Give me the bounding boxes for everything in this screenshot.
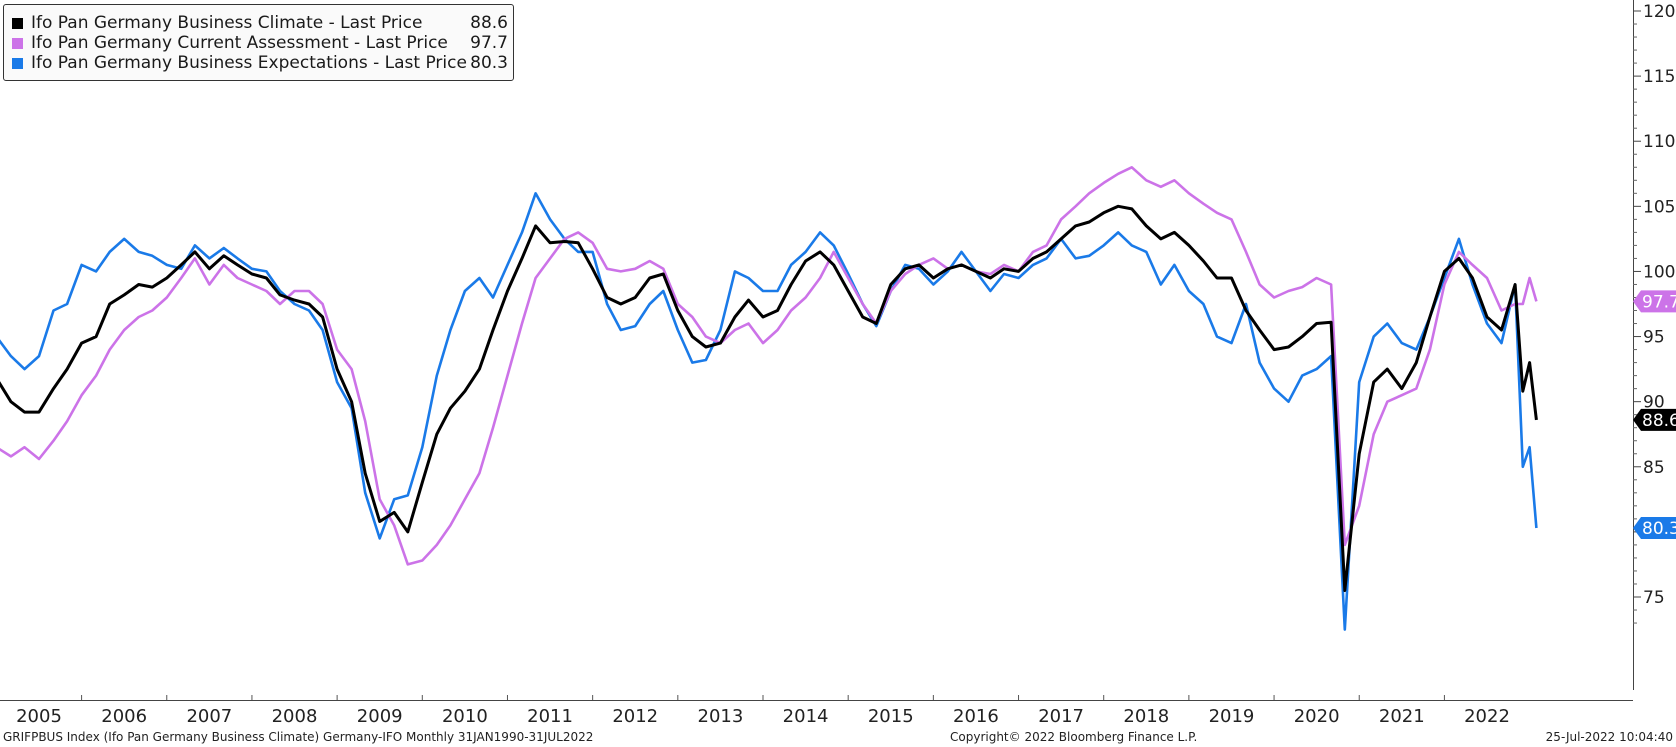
footer-timestamp: 25-Jul-2022 10:04:40 <box>1545 730 1673 744</box>
x-tick-label: 2018 <box>1123 706 1169 727</box>
x-tick-label: 2019 <box>1209 706 1255 727</box>
x-tick-label: 2016 <box>953 706 999 727</box>
legend-label: Ifo Pan Germany Current Assessment - Las… <box>31 33 448 53</box>
last-value-tag-2 <box>1633 516 1676 539</box>
series-line-2 <box>0 192 1538 631</box>
x-tick-label: 2014 <box>783 706 829 727</box>
footer-copyright: Copyright© 2022 Bloomberg Finance L.P. <box>950 730 1198 744</box>
x-tick-label: 2017 <box>1038 706 1084 727</box>
x-tick-label: 2022 <box>1464 706 1510 727</box>
last-value-label-0: 88.6 <box>1642 411 1676 431</box>
last-value-tag-1 <box>1633 290 1676 313</box>
y-tick-label: 85 <box>1643 458 1665 478</box>
series-line-1 <box>0 166 1538 566</box>
x-tick-label: 2021 <box>1379 706 1425 727</box>
y-tick-label: 100 <box>1643 262 1675 282</box>
legend-swatch-current-assessment <box>12 38 23 49</box>
y-tick-label: 90 <box>1643 393 1665 413</box>
y-tick-label: 115 <box>1643 67 1675 87</box>
x-tick-label: 2020 <box>1294 706 1340 727</box>
y-axis: 7580859095100105110115120 <box>1633 2 1675 624</box>
series-line-0 <box>0 204 1538 592</box>
x-tick-label: 2009 <box>357 706 403 727</box>
legend-swatch-business-expectations <box>12 58 23 69</box>
legend-item-business-climate: Ifo Pan Germany Business Climate - Last … <box>12 14 508 33</box>
legend-value: 80.3 <box>470 53 508 73</box>
legend: Ifo Pan Germany Business Climate - Last … <box>3 4 514 81</box>
x-axis: 2005 2006 2007 2008 2009 2010 2011 2012 2013 2014… <box>16 695 1510 727</box>
x-tick-label: 2005 <box>16 706 62 727</box>
legend-swatch-business-climate <box>12 18 23 29</box>
x-tick-label: 2007 <box>186 706 232 727</box>
last-value-markers: 88.6 97.7 80.3 <box>1633 290 1676 539</box>
legend-item-business-expectations: Ifo Pan Germany Business Expectations - … <box>12 54 508 73</box>
legend-label: Ifo Pan Germany Business Climate - Last … <box>31 13 423 33</box>
y-tick-label: 120 <box>1643 2 1675 22</box>
x-tick-label: 2006 <box>101 706 147 727</box>
last-value-tag-0 <box>1633 408 1676 431</box>
legend-value: 88.6 <box>470 13 508 33</box>
x-tick-label: 2012 <box>612 706 658 727</box>
x-tick-label: 2010 <box>442 706 488 727</box>
legend-label: Ifo Pan Germany Business Expectations - … <box>31 53 467 73</box>
y-tick-label: 75 <box>1643 588 1665 608</box>
x-tick-label: 2011 <box>527 706 573 727</box>
x-tick-label: 2015 <box>868 706 914 727</box>
y-tick-label: 105 <box>1643 197 1675 217</box>
y-tick-label: 110 <box>1643 132 1675 152</box>
x-tick-label: 2008 <box>272 706 318 727</box>
y-tick-label: 95 <box>1643 328 1665 348</box>
x-tick-label: 2013 <box>698 706 744 727</box>
last-value-label-2: 80.3 <box>1642 519 1676 539</box>
legend-value: 97.7 <box>470 33 508 53</box>
legend-item-current-assessment: Ifo Pan Germany Current Assessment - Las… <box>12 34 508 53</box>
series-lines <box>0 166 1538 631</box>
footer-source: GRIFPBUS Index (Ifo Pan Germany Business… <box>3 730 594 744</box>
last-value-label-1: 97.7 <box>1642 292 1676 312</box>
